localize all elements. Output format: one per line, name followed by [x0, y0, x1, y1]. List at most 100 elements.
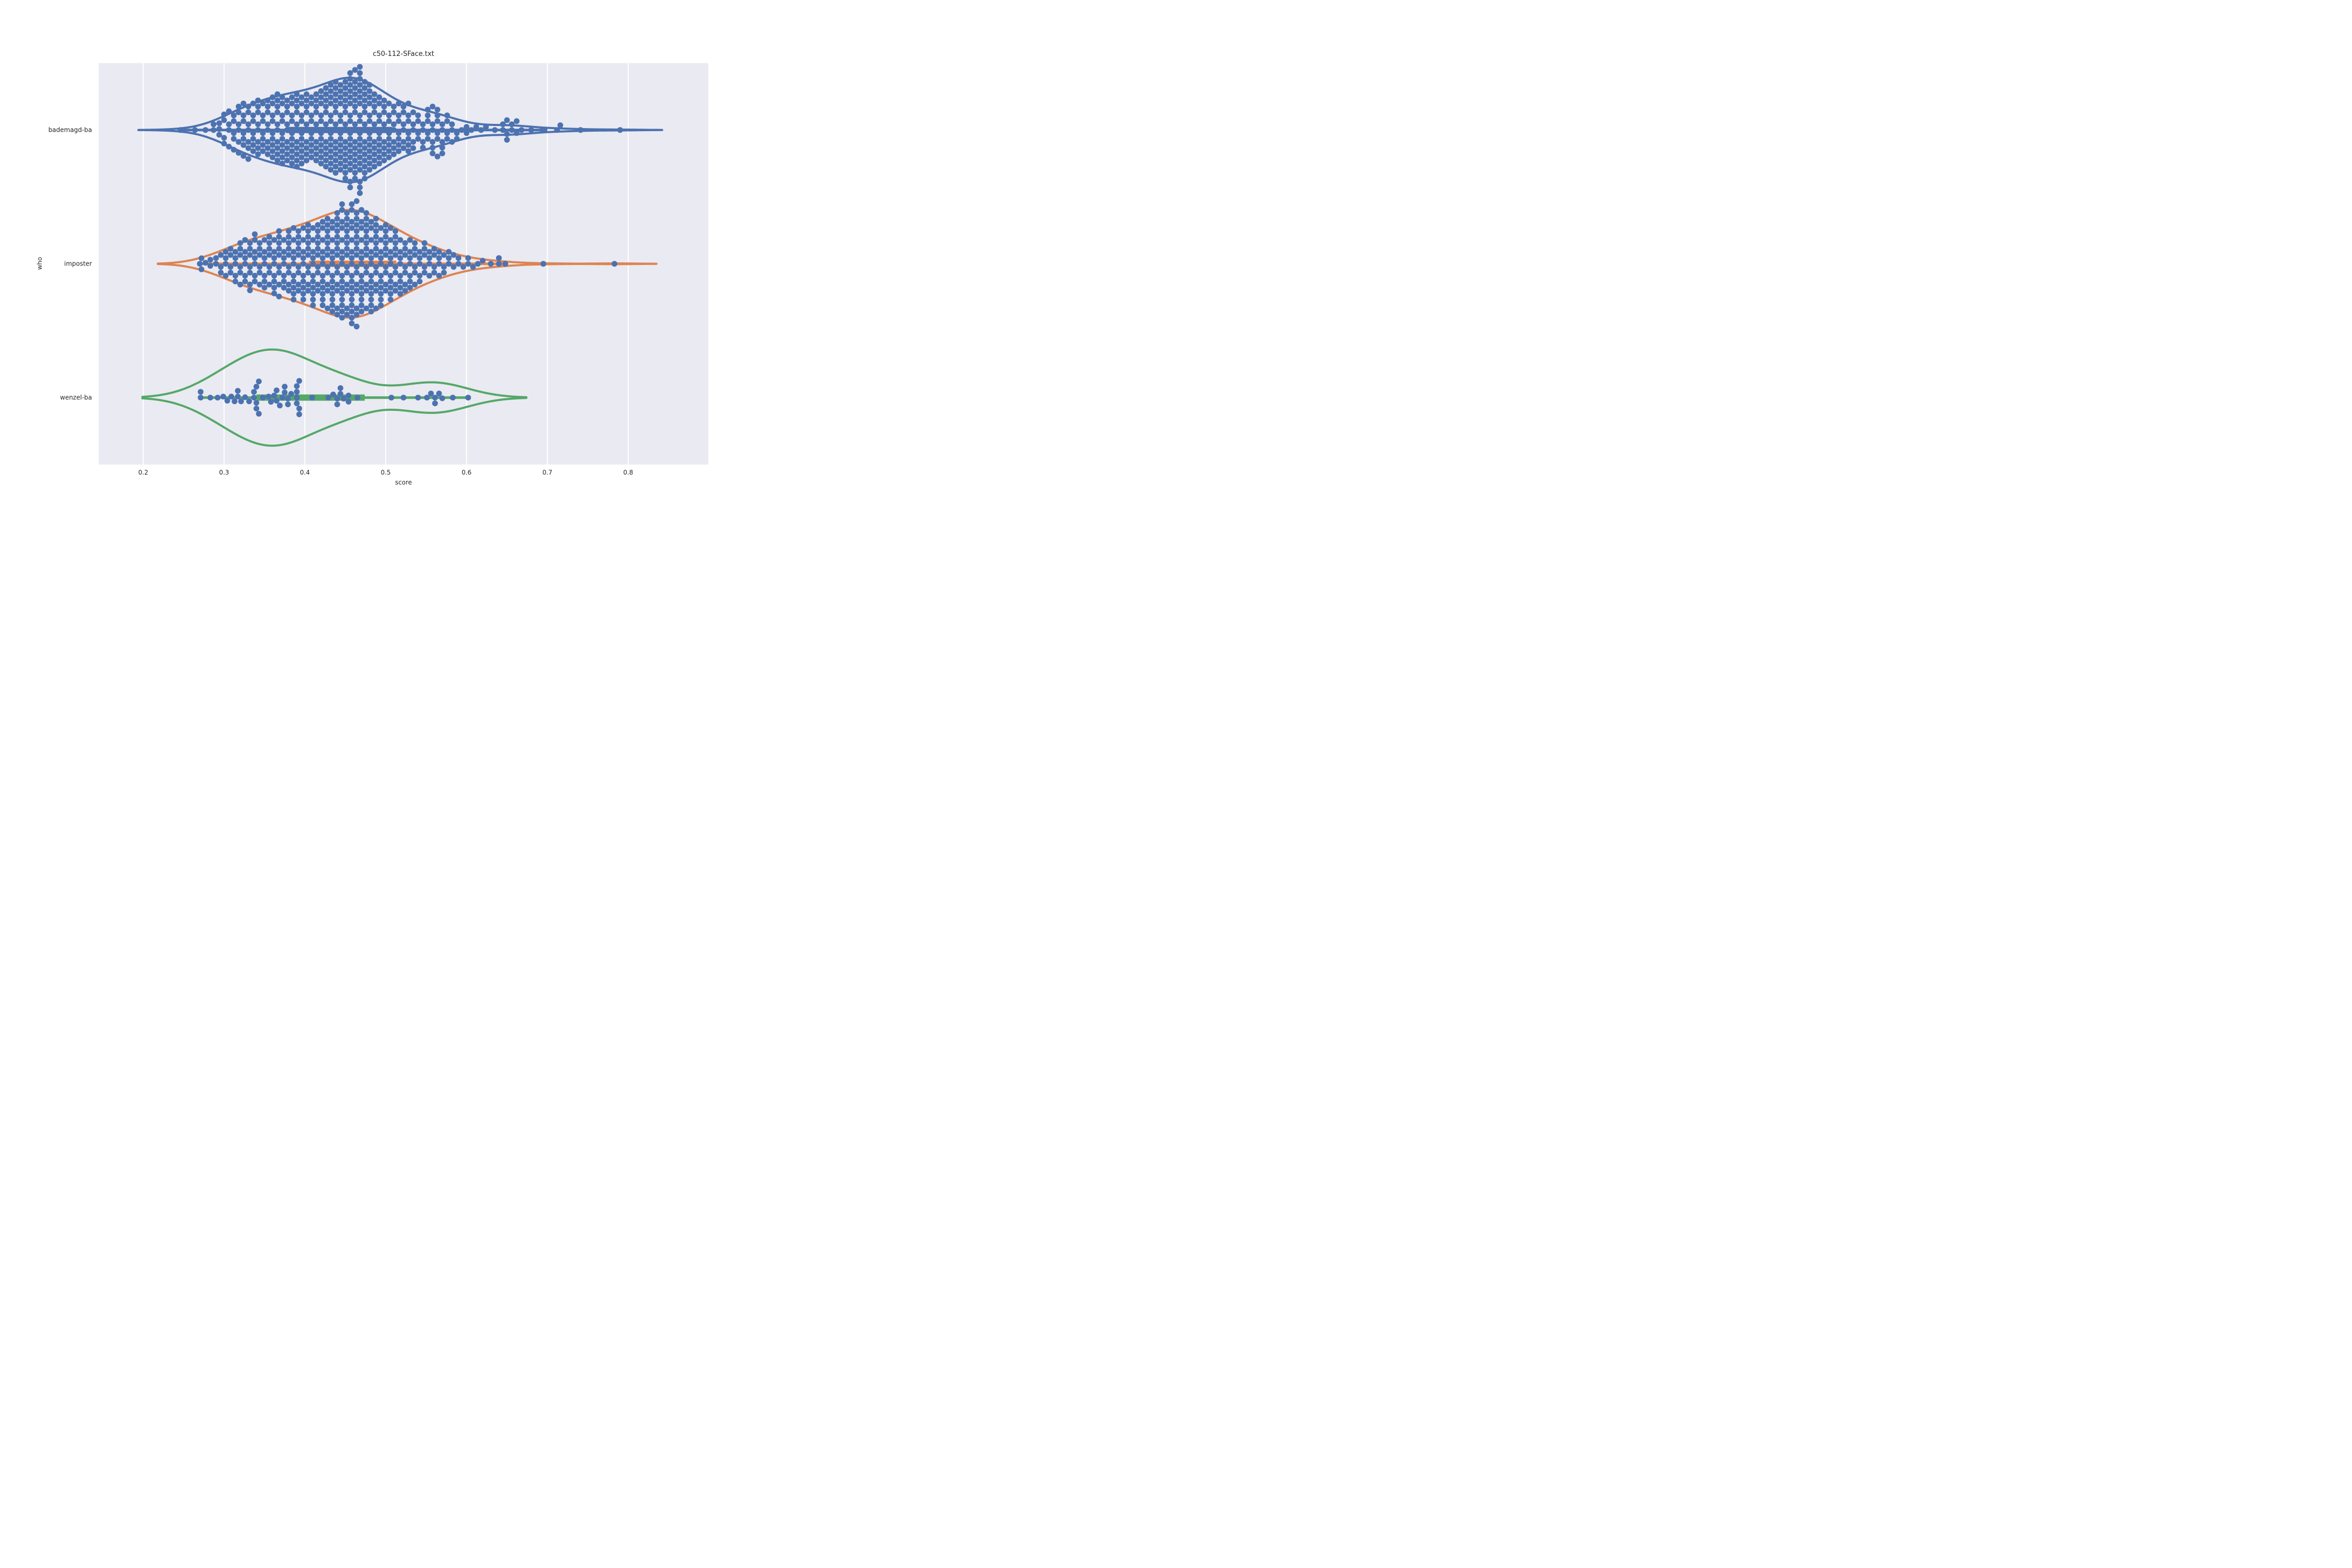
- swarm-point: [328, 160, 334, 167]
- swarm-point: [342, 164, 349, 170]
- swarm-point: [264, 139, 271, 145]
- swarm-point: [342, 103, 349, 110]
- swarm-point: [381, 127, 387, 133]
- swarm-point: [329, 302, 336, 308]
- swarm-point: [337, 148, 343, 154]
- swarm-point: [426, 249, 432, 255]
- swarm-point: [198, 266, 204, 272]
- swarm-point: [269, 100, 275, 107]
- swarm-point: [289, 118, 295, 124]
- swarm-point: [339, 273, 345, 279]
- swarm-point: [329, 296, 336, 303]
- swarm-point: [313, 157, 319, 164]
- swarm-point: [285, 240, 292, 246]
- swarm-point: [284, 127, 290, 133]
- swarm-point: [349, 207, 355, 213]
- swarm-point: [439, 395, 445, 401]
- swarm-point: [285, 246, 292, 252]
- swarm-point: [362, 139, 368, 145]
- swarm-point: [257, 252, 263, 258]
- swarm-point: [349, 320, 355, 327]
- swarm-point: [458, 127, 465, 133]
- swarm-point: [223, 249, 229, 255]
- swarm-point: [279, 136, 285, 142]
- swarm-point: [387, 249, 394, 255]
- swarm-point: [269, 130, 275, 136]
- swarm-point: [446, 255, 452, 261]
- swarm-point: [260, 100, 266, 107]
- swarm-point: [223, 273, 229, 279]
- swarm-point: [218, 264, 224, 270]
- swarm-point: [397, 284, 403, 291]
- swarm-point: [227, 270, 234, 276]
- swarm-point: [509, 121, 515, 128]
- swarm-point: [332, 109, 339, 116]
- swarm-point: [352, 121, 358, 128]
- swarm-point: [396, 112, 402, 119]
- swarm-point: [393, 234, 399, 240]
- swarm-point: [264, 97, 271, 103]
- swarm-point: [295, 264, 302, 270]
- swarm-point: [274, 97, 281, 103]
- swarm-point: [424, 136, 431, 142]
- swarm-point: [402, 252, 408, 258]
- swarm-point: [177, 127, 183, 133]
- swarm-point: [378, 296, 384, 303]
- swarm-point: [464, 124, 470, 130]
- swarm-point: [352, 176, 358, 182]
- swarm-point: [334, 216, 340, 222]
- swarm-point: [393, 270, 399, 276]
- swarm-point: [339, 308, 345, 315]
- swarm-point: [323, 157, 329, 164]
- swarm-point: [223, 261, 229, 267]
- swarm-point: [279, 100, 285, 107]
- swarm-point: [323, 151, 329, 157]
- swarm-point: [269, 94, 275, 100]
- swarm-point: [388, 395, 395, 401]
- swarm-point: [387, 225, 394, 231]
- swarm-point: [352, 85, 358, 91]
- swarm-point: [264, 151, 271, 157]
- swarm-point: [397, 237, 403, 243]
- swarm-point: [300, 273, 306, 279]
- swarm-point: [381, 109, 387, 116]
- swarm-point: [371, 151, 377, 157]
- swarm-point: [253, 406, 260, 412]
- swarm-point: [359, 302, 365, 308]
- swarm-point: [260, 136, 266, 142]
- swarm-point: [216, 126, 222, 132]
- swarm-point: [269, 118, 275, 124]
- swarm-point: [353, 287, 360, 294]
- swarm-point: [319, 296, 326, 303]
- swarm-point: [373, 228, 379, 234]
- swarm-point: [359, 261, 365, 267]
- swarm-point: [366, 154, 373, 160]
- swarm-point: [337, 100, 343, 107]
- swarm-point: [236, 109, 242, 116]
- swarm-point: [362, 164, 368, 170]
- swarm-point: [386, 112, 392, 119]
- swarm-point: [242, 273, 248, 279]
- swarm-point: [276, 293, 282, 299]
- swarm-point: [315, 246, 321, 252]
- swarm-point: [337, 118, 343, 124]
- swarm-point: [373, 234, 379, 240]
- swarm-point: [294, 395, 300, 401]
- swarm-point: [341, 396, 347, 402]
- swarm-point: [407, 279, 413, 285]
- swarm-point: [434, 130, 441, 136]
- swarm-point: [325, 234, 331, 240]
- swarm-point: [328, 118, 334, 124]
- swarm-point: [255, 151, 261, 157]
- swarm-point: [410, 145, 417, 151]
- swarm-point: [325, 287, 331, 294]
- swarm-point: [500, 127, 506, 133]
- swarm-point: [396, 148, 402, 154]
- swarm-point: [276, 270, 282, 276]
- swarm-point: [291, 249, 297, 255]
- swarm-point: [387, 255, 394, 261]
- swarm-point: [232, 273, 238, 279]
- swarm-point: [308, 136, 315, 142]
- swarm-point: [363, 281, 370, 287]
- swarm-point: [373, 252, 379, 258]
